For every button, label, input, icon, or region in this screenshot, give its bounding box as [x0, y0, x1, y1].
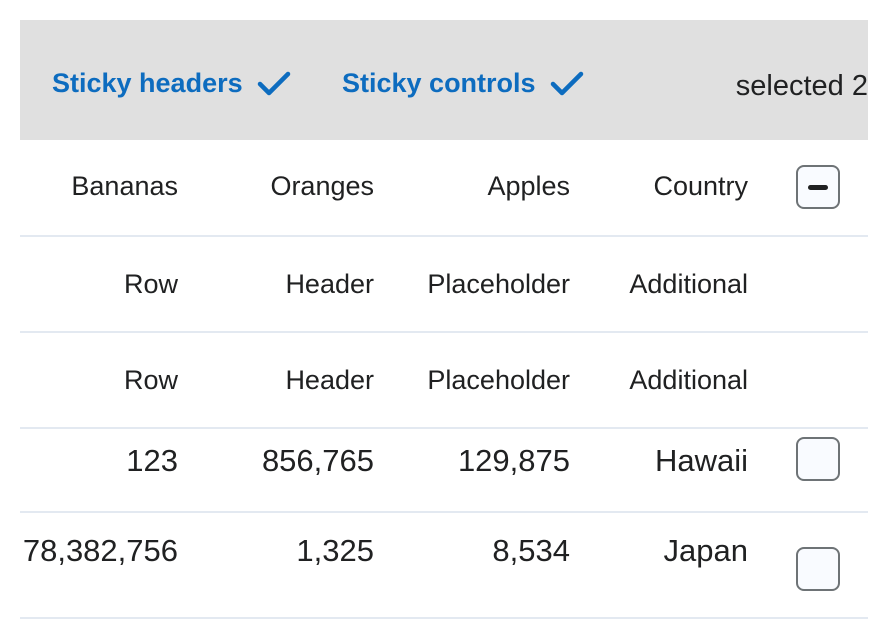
table-header-row: Bananas Oranges Apples Country — [20, 140, 868, 237]
cell-country: Hawaii — [654, 443, 748, 478]
checkmark-icon — [257, 71, 290, 95]
cell-bananas: 78,382,756 — [22, 533, 178, 568]
subheader-cell: Placeholder — [427, 269, 570, 299]
checkmark-icon — [550, 71, 583, 95]
subheader-cell: Additional — [629, 365, 748, 395]
sticky-controls-label: Sticky controls — [342, 68, 536, 98]
sticky-headers-toggle[interactable]: Sticky headers — [52, 70, 291, 97]
sticky-headers-label: Sticky headers — [52, 68, 243, 98]
cell-apples: 129,875 — [457, 443, 570, 478]
cell-apples: 8,534 — [492, 533, 570, 568]
data-table: Bananas Oranges Apples Country Row Heade… — [20, 140, 868, 619]
table-controls-bar: Sticky headers Sticky controls selected … — [20, 20, 868, 140]
subheader-cell: Row — [123, 365, 178, 395]
column-header-country[interactable]: Country — [653, 171, 748, 201]
selected-count: selected 2 — [735, 70, 868, 102]
column-header-oranges[interactable]: Oranges — [270, 171, 374, 201]
sticky-controls-toggle[interactable]: Sticky controls — [342, 70, 584, 97]
column-header-apples[interactable]: Apples — [487, 171, 570, 201]
subheader-cell: Header — [285, 365, 374, 395]
table-row: 78,382,756 1,325 8,534 Japan — [20, 513, 868, 619]
subheader-cell: Header — [285, 269, 374, 299]
row-select-checkbox-japan[interactable] — [796, 547, 840, 591]
cell-oranges: 856,765 — [261, 443, 374, 478]
subheader-cell: Additional — [629, 269, 748, 299]
table-subheader-row: Row Header Placeholder Additional — [20, 237, 868, 333]
column-header-bananas[interactable]: Bananas — [71, 171, 178, 201]
table-subheader-row: Row Header Placeholder Additional — [20, 333, 868, 429]
table-row: 123 856,765 129,875 Hawaii — [20, 429, 868, 513]
row-select-checkbox-hawaii[interactable] — [796, 437, 840, 481]
cell-country: Japan — [663, 533, 748, 568]
select-all-checkbox[interactable] — [796, 165, 840, 209]
indeterminate-dash-icon — [808, 185, 828, 190]
subheader-cell: Placeholder — [427, 365, 570, 395]
cell-bananas: 123 — [126, 443, 178, 478]
cell-oranges: 1,325 — [296, 533, 374, 568]
subheader-cell: Row — [123, 269, 178, 299]
